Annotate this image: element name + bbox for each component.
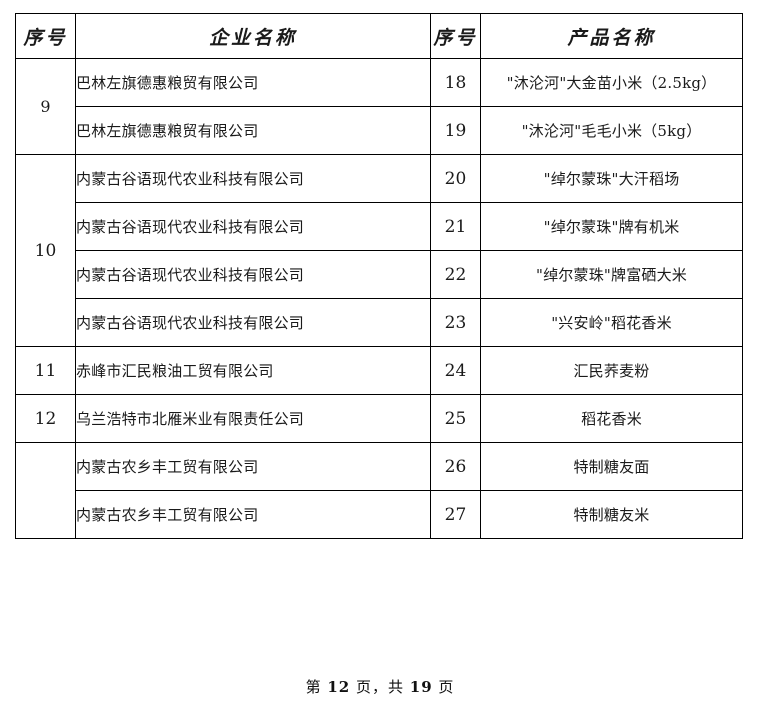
- table-row: 9 巴林左旗德惠粮贸有限公司 18 "沐沦河"大金苗小米（2.5kg）: [15, 58, 743, 155]
- cell-entity-name: 巴林左旗德惠粮贸有限公司: [75, 106, 431, 155]
- cell-item-sequence: 27: [430, 490, 481, 539]
- cell-item-sequence: 21: [430, 202, 481, 251]
- table-row: 内蒙古谷语现代农业科技有限公司 23 "兴安岭"稻花香米: [16, 298, 743, 347]
- footer-current-page: 12: [327, 678, 351, 696]
- cell-product-name: "绰尔蒙珠"牌有机米: [480, 202, 743, 251]
- cell-item-sequence: 19: [430, 106, 481, 155]
- cell-product-name: "绰尔蒙珠"牌富硒大米: [480, 250, 743, 299]
- cell-item-sequence: 25: [430, 394, 481, 443]
- cell-product-name: 特制糖友米: [480, 490, 743, 539]
- cell-group-sequence: [15, 442, 76, 539]
- cell-item-sequence: 22: [430, 250, 481, 299]
- cell-entity-name: 内蒙古农乡丰工贸有限公司: [75, 442, 431, 491]
- column-header-seq-a: 序号: [15, 13, 76, 59]
- table-row: 12 乌兰浩特市北雁米业有限责任公司 25 稻花香米: [15, 394, 743, 443]
- table-row: 内蒙古农乡丰工贸有限公司 27 特制糖友米: [16, 490, 743, 539]
- table-row: 内蒙古农乡丰工贸有限公司 26 特制糖友面: [15, 442, 743, 539]
- cell-product-name: "沐沦河"毛毛小米（5kg）: [480, 106, 743, 155]
- column-header-product-name: 产品名称: [480, 13, 743, 59]
- cell-entity-name: 赤峰市汇民粮油工贸有限公司: [75, 346, 431, 395]
- table-header-row: 序号 企业名称 序号 产品名称: [15, 13, 743, 59]
- cell-product-name: 特制糖友面: [480, 442, 743, 491]
- column-header-entity-name: 企业名称: [75, 13, 431, 59]
- cell-entity-name: 乌兰浩特市北雁米业有限责任公司: [75, 394, 431, 443]
- footer-prefix: 第: [305, 678, 328, 696]
- cell-item-sequence: 20: [430, 154, 481, 203]
- cell-item-sequence: 26: [430, 442, 481, 491]
- page-footer: 第 12 页，共 19 页: [0, 676, 760, 697]
- cell-item-sequence: 18: [430, 58, 481, 107]
- cell-entity-name: 巴林左旗德惠粮贸有限公司: [75, 58, 431, 107]
- column-header-seq-b: 序号: [430, 13, 481, 59]
- cell-product-name: "绰尔蒙珠"大汗稻场: [480, 154, 743, 203]
- table-row: 内蒙古谷语现代农业科技有限公司 21 "绰尔蒙珠"牌有机米: [16, 202, 743, 251]
- cell-product-name: 稻花香米: [480, 394, 743, 443]
- cell-group-sequence: 12: [15, 394, 76, 443]
- cell-entity-name: 内蒙古谷语现代农业科技有限公司: [75, 250, 431, 299]
- cell-group-sequence: 10: [15, 154, 76, 347]
- table-row: 内蒙古谷语现代农业科技有限公司 22 "绰尔蒙珠"牌富硒大米: [16, 250, 743, 299]
- cell-group-sequence: 9: [15, 58, 76, 155]
- cell-entity-name: 内蒙古谷语现代农业科技有限公司: [75, 154, 431, 203]
- table-row: 巴林左旗德惠粮贸有限公司 19 "沐沦河"毛毛小米（5kg）: [16, 106, 743, 155]
- cell-entity-name: 内蒙古谷语现代农业科技有限公司: [75, 202, 431, 251]
- table-row: 10 内蒙古谷语现代农业科技有限公司 20 "绰尔蒙珠"大汗稻场: [15, 154, 743, 347]
- cell-product-name: "兴安岭"稻花香米: [480, 298, 743, 347]
- cell-entity-name: 内蒙古谷语现代农业科技有限公司: [75, 298, 431, 347]
- footer-middle: 页，共: [350, 678, 410, 696]
- cell-item-sequence: 24: [430, 346, 481, 395]
- cell-group-sequence: 11: [15, 346, 76, 395]
- cell-item-sequence: 23: [430, 298, 481, 347]
- table-body: 9 巴林左旗德惠粮贸有限公司 18 "沐沦河"大金苗小米（2.5kg） 巴林左旗德惠粮贸…: [15, 58, 743, 539]
- cell-product-name: 汇民荞麦粉: [480, 346, 743, 395]
- enterprise-product-table: 序号 企业名称 序号 产品名称 9 巴林左旗德惠粮贸有限公司 18 "沐沦河"大金苗小…: [15, 13, 743, 539]
- table-header: 序号 企业名称 序号 产品名称: [15, 13, 743, 59]
- table-row: 11 赤峰市汇民粮油工贸有限公司 24 汇民荞麦粉: [15, 346, 743, 395]
- footer-suffix: 页: [432, 678, 455, 696]
- cell-entity-name: 内蒙古农乡丰工贸有限公司: [75, 490, 431, 539]
- cell-product-name: "沐沦河"大金苗小米（2.5kg）: [480, 58, 743, 107]
- footer-total-pages: 19: [409, 678, 433, 696]
